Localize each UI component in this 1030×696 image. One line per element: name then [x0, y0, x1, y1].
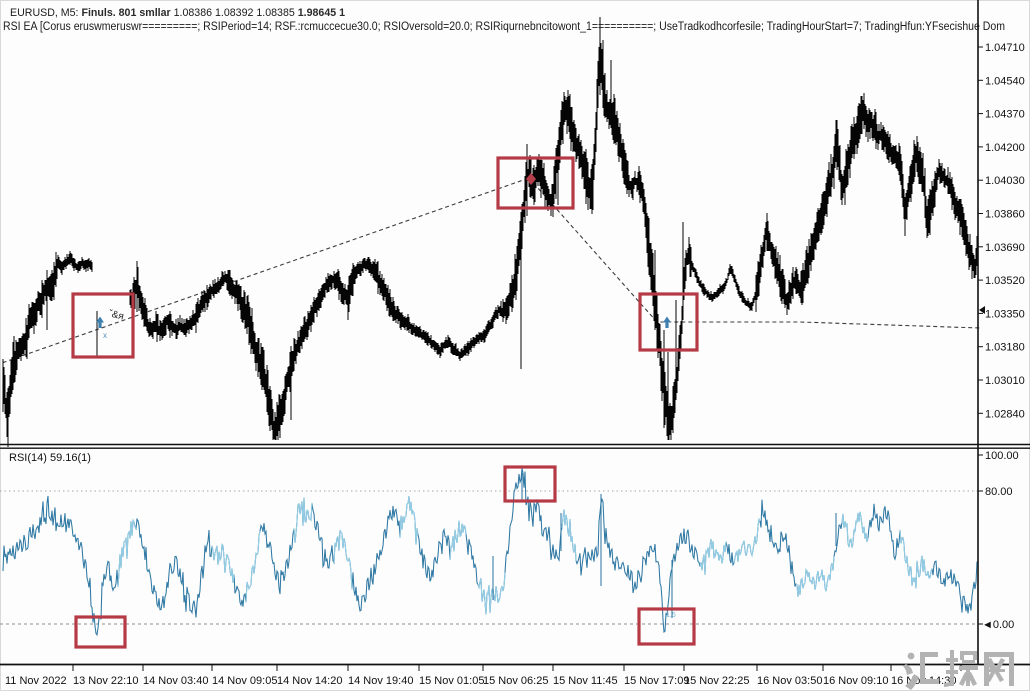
svg-text:11 Nov 2022: 11 Nov 2022: [5, 675, 67, 687]
svg-text:x: x: [103, 331, 107, 340]
svg-text:1.03860: 1.03860: [985, 209, 1025, 221]
svg-text:13 Nov 22:10: 13 Nov 22:10: [73, 675, 138, 687]
svg-text:15 Nov 17:09: 15 Nov 17:09: [624, 675, 689, 687]
svg-text:RSI EA [Corus eruswmeruswr====: RSI EA [Corus eruswmeruswr=========; RSI…: [3, 21, 1005, 33]
svg-text:14 Nov 14:20: 14 Nov 14:20: [277, 675, 342, 687]
svg-text:1.03690: 1.03690: [985, 242, 1025, 254]
svg-text:1.04370: 1.04370: [985, 109, 1025, 121]
svg-text:15 Nov 11:45: 15 Nov 11:45: [553, 675, 618, 687]
svg-text:1.04540: 1.04540: [985, 75, 1025, 87]
svg-text:◄0.00: ◄0.00: [982, 619, 1014, 631]
svg-text:EURUSD, M5: Finuls. 801 smlla: EURUSD, M5: Finuls. 801 smllar 1.08386 1…: [10, 7, 345, 19]
svg-text:14 Nov 09:05: 14 Nov 09:05: [212, 675, 277, 687]
svg-text:1.04200: 1.04200: [985, 142, 1025, 154]
svg-text:ˇ&я: ˇ&я: [107, 307, 125, 322]
svg-text:1.04710: 1.04710: [985, 42, 1025, 54]
svg-text:RSI(14) 59.16(1): RSI(14) 59.16(1): [9, 452, 91, 464]
svg-text:15 Nov 22:25: 15 Nov 22:25: [684, 675, 749, 687]
svg-text:16 Nov 03:50: 16 Nov 03:50: [757, 675, 822, 687]
svg-text:1.03350: 1.03350: [985, 308, 1025, 320]
svg-text:1.04030: 1.04030: [985, 175, 1025, 187]
svg-text:100.00: 100.00: [985, 450, 1019, 462]
svg-text:1.03010: 1.03010: [985, 375, 1025, 387]
svg-text:1.5: 1.5: [666, 612, 676, 619]
svg-text:80.00: 80.00: [985, 486, 1013, 498]
svg-text:14 Nov 03:40: 14 Nov 03:40: [143, 675, 208, 687]
svg-text:16 Nov 09:10: 16 Nov 09:10: [823, 675, 888, 687]
svg-text:14 Nov 19:40: 14 Nov 19:40: [348, 675, 413, 687]
svg-text:1.03520: 1.03520: [985, 275, 1025, 287]
svg-text:1.03180: 1.03180: [985, 342, 1025, 354]
svg-text:1.02840: 1.02840: [985, 408, 1025, 420]
svg-text:15 Nov 01:05: 15 Nov 01:05: [419, 675, 484, 687]
svg-text:15 Nov 06:25: 15 Nov 06:25: [483, 675, 548, 687]
